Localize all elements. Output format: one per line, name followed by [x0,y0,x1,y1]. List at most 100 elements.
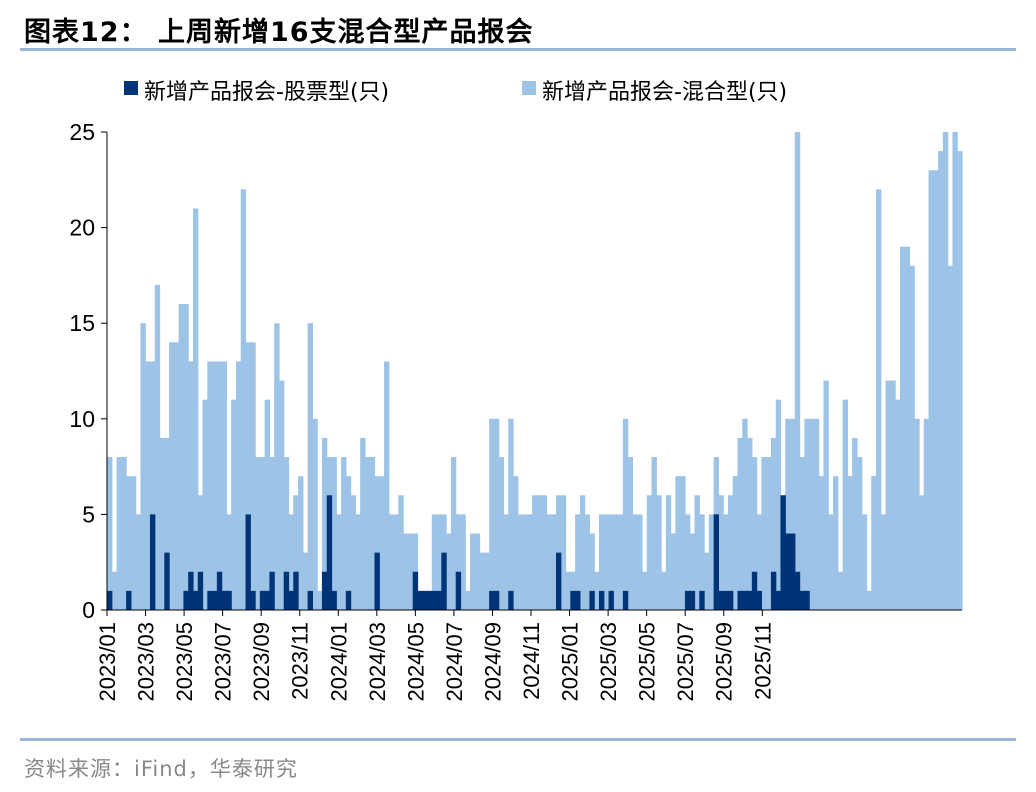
bar-stock [790,533,796,610]
bar-mixed [876,189,882,611]
bar-mixed [799,457,805,610]
bar-mixed [727,495,734,610]
x-tick-label: 2024/11 [519,622,544,700]
bar-stock [293,571,299,610]
bar-stock [264,590,271,610]
bar-mixed [923,418,930,610]
bar-mixed [302,552,309,610]
title-divider [20,48,1016,51]
bar-mixed [398,495,404,610]
bar-mixed [145,361,151,610]
bar-mixed [575,514,581,610]
bar-stock [737,590,743,610]
bar-mixed [942,132,949,610]
source-note: 资料来源：iFind，华泰研究 [24,757,298,781]
bar-mixed [579,495,586,610]
bar-mixed [661,571,667,610]
bar-mixed [503,514,509,610]
bar-stock [422,590,428,610]
bar-mixed [341,457,347,610]
bar-stock [699,590,705,610]
bar-mixed [856,457,863,610]
bar-mixed [522,514,528,610]
bar-mixed [221,361,228,610]
bar-mixed [336,514,342,610]
bar-mixed [947,265,954,610]
bar-stock [751,571,758,610]
bar-stock [221,590,228,610]
bar-mixed [622,418,629,610]
bar-mixed [159,437,165,610]
bar-stock [345,590,352,610]
x-tick-label: 2024/09 [481,622,506,702]
bar-mixed [513,476,519,610]
bar-mixed [536,495,543,610]
x-tick-label: 2025/09 [712,622,737,702]
x-tick-label: 2023/07 [211,622,236,702]
y-tick-label: 25 [69,119,95,145]
bar-mixed [632,514,638,610]
bar-mixed [847,476,853,610]
bar-mixed [498,457,505,610]
bar-mixed [546,514,552,610]
bar-mixed [598,514,605,610]
bar-mixed [828,514,834,610]
bar-mixed [307,323,313,610]
bar-mixed [393,514,399,610]
bar-mixed [813,418,820,610]
bar-stock [427,590,433,610]
bar-mixed [460,514,466,610]
bar-mixed [178,304,185,610]
bar-mixed [747,437,753,610]
bar-mixed [183,304,189,610]
bar-mixed [250,342,256,610]
bar-mixed [216,361,223,610]
bar-mixed [565,571,571,610]
bar-mixed [207,361,213,610]
bar-mixed [809,418,815,610]
bar-mixed [737,437,743,610]
bar-stock [622,590,629,610]
bar-mixed [957,151,963,610]
bar-mixed [938,151,944,610]
bar-mixed [790,418,796,610]
bar-stock [589,590,595,610]
bar-mixed [589,533,595,610]
bar-mixed [446,533,452,610]
bar-stock [288,590,294,610]
bar-mixed [283,457,290,610]
bar-mixed [379,476,385,610]
bar-stock [455,571,462,610]
bar-stock [508,590,514,610]
bar-mixed [450,457,457,610]
bar-mixed [436,514,442,610]
bar-mixed [245,342,251,610]
bar-stock [107,590,113,610]
bar-mixed [274,323,280,610]
bar-mixed [235,361,242,610]
legend-swatch-mixed [522,81,536,95]
bar-mixed [269,457,275,610]
bar-mixed [374,476,380,610]
bar-stock [436,590,442,610]
bar-stock [226,590,232,610]
bar-mixed [474,533,481,610]
bar-mixed [403,533,409,610]
bar-mixed [756,514,762,610]
x-tick-label: 2024/07 [442,622,467,702]
bar-stock [689,590,696,610]
bar-mixed [212,361,218,610]
bar-mixed [121,457,127,610]
bar-stock [212,590,218,610]
bar-mixed [107,457,113,610]
bar-mixed [699,514,705,610]
bar-mixed [140,323,146,610]
bar-mixed [240,189,247,611]
bar-mixed [479,552,485,610]
x-tick-label: 2024/01 [326,622,351,702]
bar-mixed [785,418,791,610]
bar-mixed [646,495,653,610]
x-tick-label: 2025/01 [558,622,583,702]
bar-mixed [751,457,758,610]
